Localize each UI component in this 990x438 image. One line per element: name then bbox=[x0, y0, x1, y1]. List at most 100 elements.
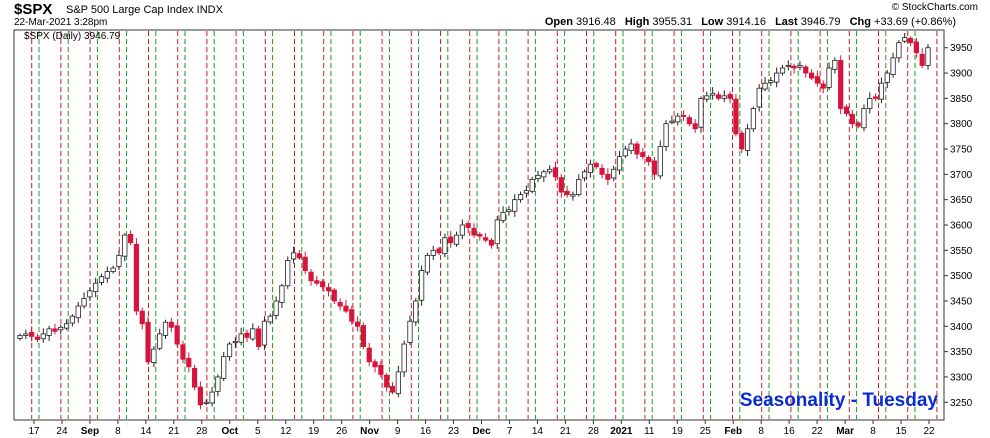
x-tick-label: 28 bbox=[196, 426, 208, 437]
candle bbox=[407, 315, 413, 346]
candle bbox=[733, 94, 739, 137]
candle bbox=[197, 381, 204, 410]
candle bbox=[878, 77, 885, 104]
candle bbox=[826, 62, 832, 91]
x-tick-label: 5 bbox=[255, 426, 261, 437]
candle bbox=[616, 151, 623, 175]
candle bbox=[605, 168, 611, 185]
x-tick-label: Nov bbox=[360, 426, 379, 437]
candle bbox=[861, 104, 867, 132]
candle bbox=[640, 148, 646, 160]
y-tick-label: 3550 bbox=[950, 246, 973, 257]
candle bbox=[442, 233, 448, 258]
candle bbox=[750, 106, 756, 132]
x-tick-label: 21 bbox=[168, 426, 180, 437]
x-tick-label: Sep bbox=[81, 426, 99, 437]
candle bbox=[832, 57, 838, 74]
candle bbox=[290, 246, 297, 264]
candle bbox=[628, 138, 634, 155]
y-tick-label: 3850 bbox=[950, 94, 973, 105]
x-tick-label: 8 bbox=[115, 426, 121, 437]
y-tick-label: 3750 bbox=[950, 145, 973, 156]
candle bbox=[919, 48, 925, 68]
candle bbox=[331, 288, 337, 305]
y-tick-label: 3700 bbox=[950, 170, 973, 181]
candle bbox=[896, 40, 902, 63]
candle bbox=[669, 115, 675, 125]
candle bbox=[250, 323, 256, 341]
candle bbox=[843, 104, 850, 117]
chart-title: Seasonality - Tuesday bbox=[740, 390, 939, 411]
candles bbox=[17, 33, 931, 410]
candle bbox=[488, 238, 495, 249]
candle bbox=[907, 36, 914, 47]
candle bbox=[744, 124, 751, 157]
candle bbox=[34, 333, 41, 342]
candle bbox=[261, 316, 268, 351]
candle bbox=[343, 299, 349, 314]
candle bbox=[570, 191, 576, 201]
x-tick-label: Oct bbox=[221, 426, 238, 437]
candle bbox=[698, 96, 704, 133]
candle bbox=[81, 292, 87, 309]
candle bbox=[634, 141, 640, 160]
candle bbox=[168, 317, 174, 333]
candle bbox=[157, 328, 163, 351]
candle bbox=[564, 185, 570, 198]
candle bbox=[477, 231, 483, 241]
symbol-name: S&P 500 Large Cap Index INDX bbox=[66, 4, 223, 16]
candle bbox=[162, 319, 169, 339]
candle bbox=[803, 64, 809, 78]
candle bbox=[52, 323, 58, 335]
x-tick-label: 23 bbox=[448, 426, 460, 437]
candle bbox=[686, 115, 692, 127]
candle bbox=[17, 333, 23, 341]
candle bbox=[814, 70, 821, 87]
candle bbox=[599, 164, 605, 179]
candle bbox=[529, 176, 535, 194]
x-tick-label: 14 bbox=[140, 426, 152, 437]
candle bbox=[23, 329, 29, 339]
candle bbox=[657, 140, 663, 179]
x-tick-label: 12 bbox=[280, 426, 292, 437]
candle bbox=[401, 340, 407, 377]
plot-area bbox=[13, 29, 945, 421]
candle bbox=[675, 113, 681, 126]
candle bbox=[58, 324, 64, 335]
symbol-label: $SPX bbox=[14, 1, 53, 18]
candle bbox=[273, 296, 279, 320]
candle bbox=[704, 91, 710, 103]
candle bbox=[93, 277, 99, 298]
candle bbox=[797, 60, 803, 71]
candle bbox=[459, 219, 465, 240]
x-tick-label: 26 bbox=[336, 426, 348, 437]
candle bbox=[902, 33, 908, 44]
y-tick-label: 3400 bbox=[950, 322, 973, 333]
candle bbox=[925, 44, 931, 70]
candle bbox=[721, 90, 727, 102]
candle bbox=[680, 110, 687, 122]
x-tick-label: 14 bbox=[532, 426, 544, 437]
candle bbox=[63, 319, 70, 331]
x-tick-label: 8 bbox=[758, 426, 764, 437]
candle bbox=[779, 64, 786, 76]
candle bbox=[354, 316, 361, 332]
ohlc-open-label: Open bbox=[544, 16, 573, 28]
candle bbox=[727, 91, 733, 104]
candle bbox=[110, 265, 116, 274]
ohlc-low-label: Low bbox=[701, 16, 724, 28]
candle bbox=[174, 323, 180, 347]
candle bbox=[267, 313, 273, 325]
x-tick-label: 19 bbox=[308, 426, 320, 437]
candle bbox=[186, 352, 192, 373]
candle bbox=[774, 67, 780, 88]
candle bbox=[611, 165, 617, 181]
x-tick-label: 19 bbox=[672, 426, 684, 437]
candle bbox=[430, 245, 436, 260]
candle bbox=[69, 314, 75, 327]
candle bbox=[646, 155, 652, 166]
stockcharts-credit: © StockCharts.com bbox=[891, 2, 978, 13]
x-tick-label: 15 bbox=[895, 426, 907, 437]
y-tick-label: 3450 bbox=[950, 296, 973, 307]
